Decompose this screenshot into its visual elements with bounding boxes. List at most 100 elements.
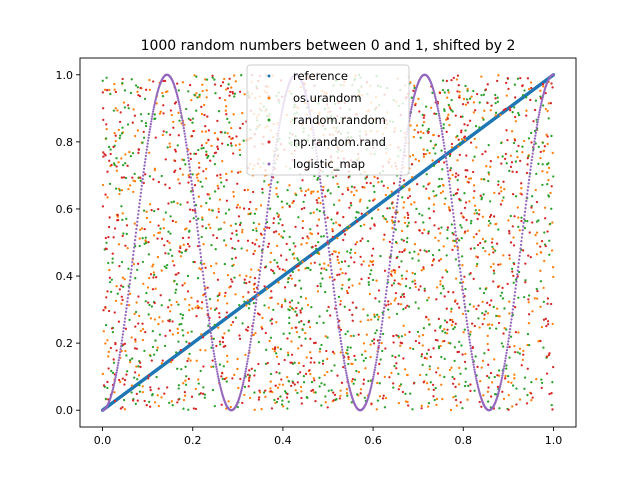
data-point: [439, 283, 442, 286]
data-point: [281, 383, 285, 386]
data-point: [231, 90, 234, 94]
data-point: [460, 226, 463, 229]
data-point: [435, 298, 438, 301]
data-point: [174, 101, 178, 104]
data-point: [138, 244, 141, 248]
data-point: [287, 277, 290, 280]
data-point: [243, 300, 246, 303]
data-point: [428, 152, 431, 155]
data-point: [482, 394, 485, 397]
data-point: [190, 99, 193, 102]
data-point: [451, 173, 454, 177]
data-point: [284, 300, 287, 303]
data-point: [427, 127, 430, 131]
data-point: [513, 290, 517, 294]
data-point: [196, 226, 199, 229]
data-point: [253, 308, 257, 312]
data-point: [176, 327, 179, 330]
data-point: [269, 319, 272, 322]
data-point: [335, 398, 338, 401]
data-point: [173, 264, 176, 267]
data-point: [253, 315, 256, 318]
data-point: [480, 75, 483, 78]
data-point: [397, 401, 401, 405]
data-point: [197, 241, 201, 244]
data-point: [475, 92, 479, 96]
data-point: [468, 119, 472, 122]
data-point: [488, 253, 491, 256]
data-point: [406, 225, 409, 228]
data-point: [243, 376, 246, 380]
data-point: [122, 327, 125, 330]
data-point: [395, 256, 398, 260]
data-point: [198, 267, 201, 270]
data-point: [161, 133, 164, 137]
data-point: [119, 380, 122, 384]
data-point: [253, 369, 257, 372]
data-point: [384, 296, 387, 299]
data-point: [511, 308, 514, 311]
data-point: [372, 338, 376, 341]
data-point: [231, 232, 234, 235]
data-point: [311, 245, 314, 249]
data-point: [195, 173, 199, 176]
data-point: [247, 385, 250, 388]
data-point: [157, 322, 160, 326]
data-point: [133, 376, 136, 379]
data-point: [113, 82, 116, 86]
data-point: [523, 226, 527, 230]
data-point: [253, 391, 256, 394]
data-point: [529, 98, 532, 102]
data-point: [292, 199, 295, 203]
data-point: [318, 263, 321, 266]
data-point: [422, 221, 425, 224]
data-point: [149, 125, 152, 128]
data-point: [123, 106, 127, 109]
data-point: [188, 220, 192, 223]
data-point: [395, 205, 398, 208]
data-point: [383, 269, 387, 272]
data-point: [356, 393, 359, 396]
data-point: [207, 208, 211, 211]
data-point: [265, 348, 268, 351]
data-point: [374, 361, 378, 364]
data-point: [321, 199, 324, 202]
data-point: [444, 153, 447, 157]
data-point: [175, 93, 179, 96]
data-point: [316, 176, 320, 180]
data-point: [417, 259, 420, 262]
data-point: [353, 261, 356, 264]
data-point: [514, 160, 518, 163]
data-point: [366, 206, 369, 209]
data-point: [463, 328, 466, 331]
data-point: [168, 142, 171, 145]
data-point: [281, 236, 285, 239]
data-point: [467, 329, 470, 332]
data-point: [271, 347, 275, 351]
data-point: [343, 260, 347, 263]
data-point: [371, 278, 375, 282]
data-point: [141, 177, 144, 181]
data-point: [402, 357, 405, 360]
data-point: [342, 238, 345, 242]
data-point: [179, 167, 182, 170]
data-point: [216, 145, 219, 148]
data-point: [236, 357, 239, 361]
data-point: [532, 210, 535, 214]
data-point: [444, 197, 447, 200]
data-point: [527, 185, 530, 189]
data-point: [410, 107, 413, 111]
data-point: [338, 224, 342, 227]
data-point: [522, 353, 525, 356]
data-point: [240, 388, 243, 392]
data-point: [391, 354, 394, 357]
data-point: [339, 268, 342, 271]
data-point: [113, 311, 116, 314]
data-point: [451, 382, 455, 385]
data-point: [509, 321, 513, 324]
data-point: [527, 313, 531, 316]
data-point: [521, 94, 525, 97]
data-point: [549, 191, 552, 195]
data-point: [122, 398, 126, 402]
data-point: [187, 117, 190, 120]
